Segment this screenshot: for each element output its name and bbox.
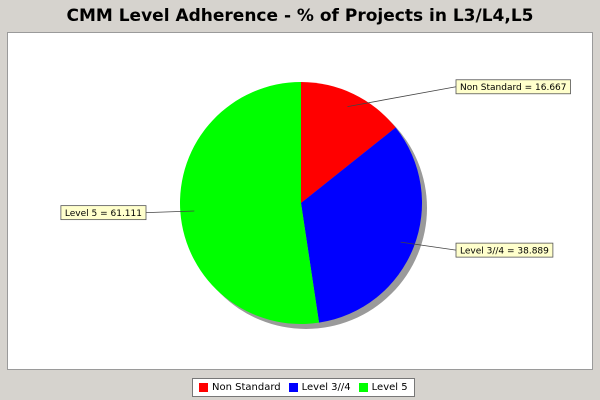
legend-swatch xyxy=(358,383,368,392)
plot-area: Non Standard = 16.667 Level 3//4 = 38.889… xyxy=(7,32,593,370)
pie-slice-level-5 xyxy=(179,82,320,324)
legend-label: Level 3//4 xyxy=(301,382,351,393)
leader-line xyxy=(145,210,195,214)
leader-line xyxy=(400,241,457,251)
data-label-level-5: Level 5 = 61.111 xyxy=(65,209,142,219)
legend-item: Level 5 xyxy=(358,382,408,393)
legend: Non Standard Level 3//4 Level 5 xyxy=(192,378,415,397)
data-label-non-standard: Non Standard = 16.667 xyxy=(460,83,567,93)
pie-slice-level-3-4 xyxy=(301,127,422,323)
leader-line xyxy=(347,86,457,107)
legend-label: Level 5 xyxy=(371,382,408,393)
data-label-level-3-4: Level 3//4 = 38.889 xyxy=(460,246,549,256)
chart-title: CMM Level Adherence - % of Projects in L… xyxy=(66,6,534,26)
legend-swatch xyxy=(288,383,298,392)
pie-chart: Non Standard = 16.667 Level 3//4 = 38.889… xyxy=(60,79,571,329)
legend-label: Non Standard xyxy=(212,382,281,393)
pie-slice-non-standard xyxy=(301,82,396,203)
data-label-box xyxy=(455,79,571,95)
legend-item: Level 3//4 xyxy=(288,382,351,393)
legend-swatch xyxy=(199,383,208,392)
data-label-box xyxy=(455,242,554,258)
data-label-box xyxy=(60,205,147,221)
legend-item: Non Standard xyxy=(199,382,281,393)
